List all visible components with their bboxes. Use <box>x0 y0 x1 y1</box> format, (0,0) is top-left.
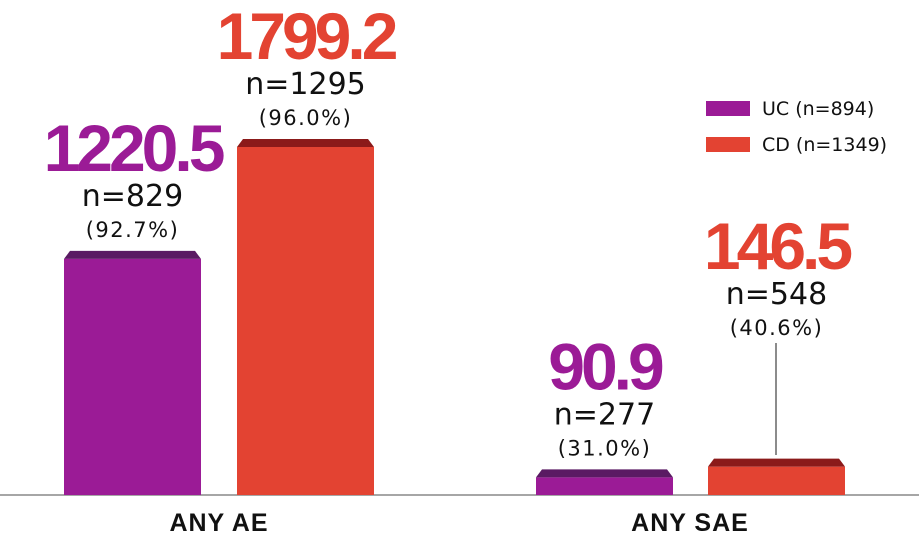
legend-label-uc: UC (n=894) <box>762 98 874 120</box>
legend-label-cd: CD (n=1349) <box>762 134 887 156</box>
pct-label-cd-ae: (96.0%) <box>259 106 353 130</box>
value-label-uc-sae: 90.9 <box>548 329 663 403</box>
category-label-any-ae: ANY AE <box>169 509 268 535</box>
pct-label-cd-sae: (40.6%) <box>730 316 824 340</box>
pct-label-uc-sae: (31.0%) <box>558 436 652 460</box>
bar-uc-sae <box>536 477 673 495</box>
pct-label-uc-ae: (92.7%) <box>86 218 180 242</box>
legend-swatch-cd <box>706 137 750 152</box>
bar-cd-sae <box>708 466 845 495</box>
legend-swatch-uc <box>706 101 750 116</box>
bar-cd-ae <box>237 147 374 495</box>
category-label-any-sae: ANY SAE <box>631 509 749 535</box>
n-label-cd-sae: n=548 <box>726 277 827 312</box>
category-labels: ANY AE ANY SAE <box>169 509 749 535</box>
bar-top-uc-ae <box>64 250 201 259</box>
value-label-uc-ae: 1220.5 <box>44 111 224 185</box>
bar-top-cd-sae <box>708 458 845 467</box>
bar-top-cd-ae <box>237 139 374 147</box>
value-label-cd-ae: 1799.2 <box>217 0 397 73</box>
n-label-cd-ae: n=1295 <box>245 67 366 102</box>
n-label-uc-ae: n=829 <box>82 179 183 214</box>
bar-uc-ae <box>64 258 201 495</box>
legend: UC (n=894) CD (n=1349) <box>706 98 887 156</box>
n-label-uc-sae: n=277 <box>554 397 655 432</box>
bar-top-uc-sae <box>536 469 673 478</box>
value-label-cd-sae: 146.5 <box>704 209 851 283</box>
